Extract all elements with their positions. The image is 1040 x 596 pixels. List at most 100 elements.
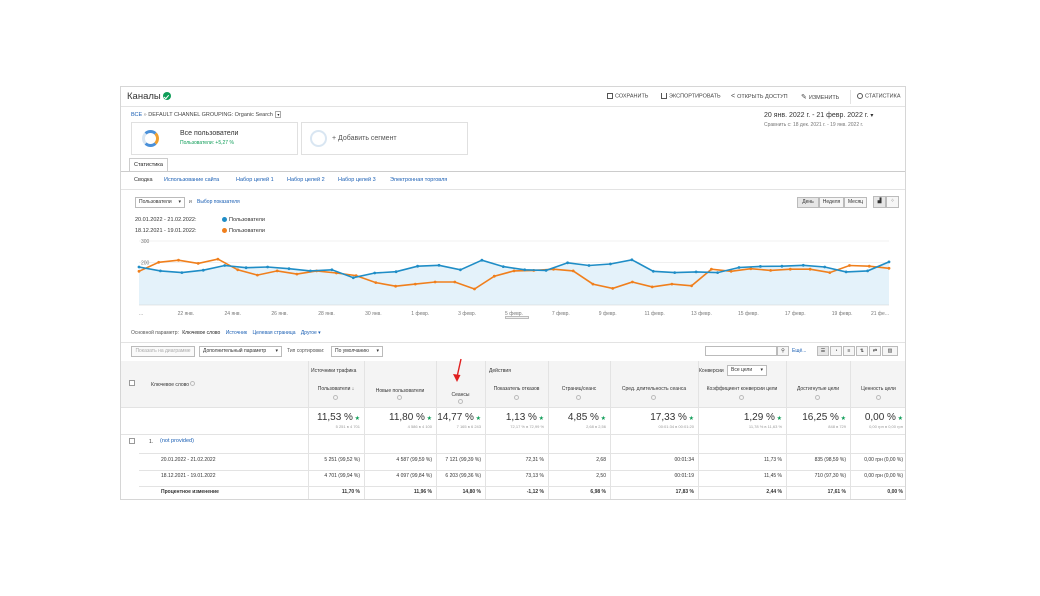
select-all-checkbox[interactable] — [129, 380, 135, 386]
column-header[interactable]: Сред. длительность сеанса — [610, 386, 698, 392]
page-title-text: Каналы — [127, 91, 161, 102]
insights-button[interactable]: СТАТИСТИКА — [857, 93, 901, 99]
goals-dropdown[interactable]: Все цели ▾ — [727, 365, 767, 376]
chevron-down-icon: ▾ — [376, 348, 379, 354]
search-icon[interactable]: ⚲ — [777, 346, 789, 356]
help-icon[interactable] — [739, 395, 744, 400]
subnav-goal-set-1[interactable]: Набор целей 1 — [236, 177, 274, 183]
performance-view-icon[interactable]: ≡ — [843, 346, 855, 356]
tab-divider — [121, 171, 905, 172]
pie-view-icon[interactable]: ◔ — [830, 346, 842, 356]
chart-resize-handle[interactable] — [505, 316, 529, 319]
legend-series-previous: Пользователи — [222, 228, 265, 234]
select-metric-link[interactable]: Выбор показателя — [197, 199, 240, 205]
metric-dropdown[interactable]: Пользователи ▾ — [135, 197, 185, 208]
total-value: 0,00 % ★ — [850, 412, 903, 423]
plot-rows-button[interactable]: Показать на диаграмме — [131, 346, 195, 357]
data-point-current — [201, 268, 205, 272]
table-view-icon[interactable]: ☰ — [817, 346, 829, 356]
column-header[interactable]: Пользователи ↓ — [308, 386, 364, 392]
grouping-dropdown-icon[interactable]: ▾ — [275, 111, 282, 118]
breadcrumb-root[interactable]: ВСЕ — [131, 112, 143, 118]
data-point-previous — [295, 272, 299, 276]
table-search-input[interactable] — [705, 346, 777, 356]
chevron-down-icon: ▾ — [178, 199, 181, 205]
subnav-goal-set-3[interactable]: Набор целей 3 — [338, 177, 376, 183]
help-icon[interactable] — [397, 395, 402, 400]
x-tick-label: 19 февр. — [832, 311, 853, 317]
legend-name-current: Пользователи — [229, 217, 265, 223]
advanced-filter-link[interactable]: Ещё... — [792, 348, 807, 354]
table-cell: 4 587 (99,59 %) — [396, 457, 432, 463]
data-point-current — [309, 269, 312, 273]
total-value-text: 0,00 % — [864, 412, 896, 423]
help-icon[interactable] — [875, 395, 881, 400]
column-header[interactable]: Ценность цели — [850, 386, 905, 392]
pivot-view-icon[interactable]: ▥ — [882, 346, 898, 356]
x-tick-label: 5 февр. — [505, 311, 523, 317]
data-point-current — [266, 265, 269, 269]
total-value: 11,80 % ★ — [364, 412, 432, 423]
export-button[interactable]: ЭКСПОРТИРОВАТЬ — [661, 93, 721, 99]
table-cell: 00:01:19 — [674, 473, 694, 479]
column-divider — [548, 361, 549, 499]
subnav-site-usage[interactable]: Использование сайта — [164, 177, 219, 183]
column-header[interactable]: Коэффициент конверсии цели — [698, 386, 786, 392]
table-cell: 73,13 % — [525, 473, 544, 479]
date-range-picker[interactable]: 20 янв. 2022 г. - 21 февр. 2022 г. ▾ — [764, 112, 873, 119]
subnav-goal-set-2[interactable]: Набор целей 2 — [287, 177, 325, 183]
column-header[interactable]: Достигнутые цели — [786, 386, 850, 392]
change-up-icon: ★ — [473, 416, 481, 422]
segment-name: Все пользователи — [180, 130, 239, 137]
column-header[interactable]: Сеансы — [436, 392, 485, 398]
column-header[interactable]: Новые пользователи — [364, 388, 436, 394]
analytics-report: Каналы СОХРАНИТЬ ЭКСПОРТИРОВАТЬ < ОТКРЫТЬ… — [120, 86, 906, 500]
save-button[interactable]: СОХРАНИТЬ — [607, 93, 648, 99]
help-icon[interactable] — [190, 381, 196, 386]
column-header[interactable]: Страниц/сеанс — [548, 386, 610, 392]
help-icon[interactable] — [651, 395, 656, 400]
table-cell: 2,50 — [596, 473, 606, 479]
totals-divider — [121, 407, 905, 408]
share-button[interactable]: < ОТКРЫТЬ ДОСТУП — [731, 93, 788, 100]
subnav-ecommerce[interactable]: Электронная торговля — [390, 177, 447, 183]
row-keyword-link[interactable]: (not provided) — [160, 438, 194, 444]
data-point-previous — [729, 269, 733, 273]
add-segment-button[interactable]: + Добавить сегмент — [301, 122, 468, 155]
period-day-button[interactable]: День — [797, 197, 819, 208]
sort-arrow-icon: ↓ — [350, 386, 355, 392]
subnav-summary[interactable]: Сводка — [134, 177, 153, 183]
column-divider — [610, 361, 611, 499]
data-point-current — [501, 265, 505, 268]
help-icon[interactable] — [457, 399, 463, 404]
segment-all-users[interactable]: Все пользователи Пользователи: +5,27 % — [131, 122, 298, 155]
sort-type-value: По умолчанию — [335, 348, 369, 354]
data-point-current — [866, 269, 869, 273]
row-checkbox[interactable] — [129, 438, 135, 444]
help-icon[interactable] — [815, 395, 820, 400]
primary-dim-other[interactable]: Другое ▾ — [300, 330, 321, 336]
term-cloud-icon[interactable]: ⇄ — [869, 346, 881, 356]
period-month-button[interactable]: Месяц — [844, 197, 867, 208]
tab-statistics[interactable]: Статистика — [129, 158, 168, 171]
primary-dim-landing[interactable]: Целевая страница — [252, 330, 296, 336]
primary-dim-source[interactable]: Источник — [225, 330, 248, 336]
help-icon[interactable] — [333, 395, 338, 400]
sort-type-dropdown[interactable]: По умолчанию ▾ — [331, 346, 383, 357]
comparison-view-icon[interactable]: ⇅ — [856, 346, 868, 356]
motion-chart-icon[interactable]: ⁘ — [886, 196, 899, 208]
table-cell: 11,96 % — [413, 489, 432, 495]
line-chart-icon[interactable]: ▟ — [873, 196, 886, 208]
column-header[interactable]: Показатель отказов — [485, 386, 548, 392]
insights-icon — [857, 93, 863, 99]
secondary-dimension-dropdown[interactable]: Дополнительный параметр ▾ — [199, 346, 282, 357]
help-icon[interactable] — [513, 395, 519, 400]
data-point-current — [437, 263, 441, 267]
primary-dim-keyword[interactable]: Ключевое слово — [182, 330, 221, 336]
edit-button[interactable]: ✎ ИЗМЕНИТЬ — [801, 93, 839, 101]
table-cell: 0,00 грн (0,00 %) — [864, 457, 903, 463]
total-value-text: 11,80 % — [389, 412, 425, 423]
period-week-button[interactable]: Неделя — [819, 197, 844, 208]
chevron-down-icon: ▾ — [870, 113, 874, 119]
help-icon[interactable] — [576, 395, 581, 400]
